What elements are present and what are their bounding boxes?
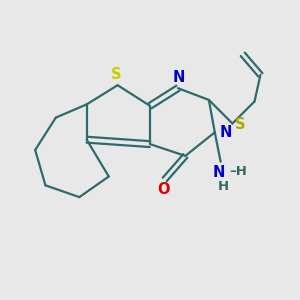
Text: N: N: [219, 125, 232, 140]
Text: H: H: [218, 180, 229, 193]
Text: N: N: [213, 165, 225, 180]
Text: S: S: [236, 118, 246, 133]
Text: S: S: [111, 67, 122, 82]
Text: O: O: [157, 182, 169, 197]
Text: –H: –H: [230, 165, 247, 178]
Text: N: N: [172, 70, 185, 85]
